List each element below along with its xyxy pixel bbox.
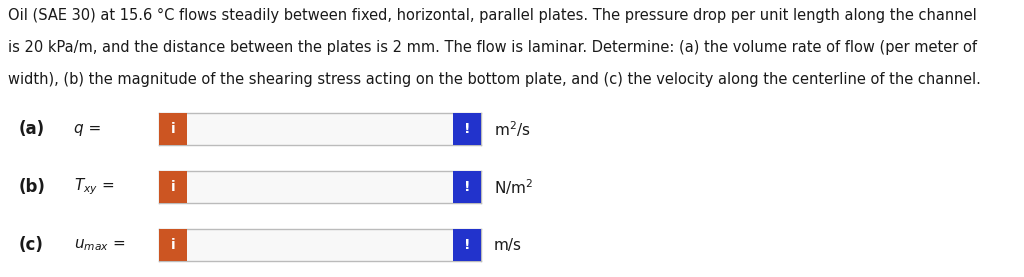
- Text: N/m$^2$: N/m$^2$: [494, 177, 532, 197]
- Text: is 20 kPa/m, and the distance between the plates is 2 mm. The flow is laminar. D: is 20 kPa/m, and the distance between th…: [8, 40, 977, 55]
- Text: i: i: [171, 122, 175, 136]
- Text: (c): (c): [18, 236, 43, 254]
- Text: i: i: [171, 238, 175, 252]
- Text: m$^2$/s: m$^2$/s: [494, 119, 530, 139]
- Text: !: !: [464, 180, 470, 194]
- Text: !: !: [464, 122, 470, 136]
- Text: !: !: [464, 238, 470, 252]
- Text: q =: q =: [74, 121, 101, 136]
- Text: m/s: m/s: [494, 238, 521, 253]
- Text: width), (b) the magnitude of the shearing stress acting on the bottom plate, and: width), (b) the magnitude of the shearin…: [8, 72, 981, 87]
- Text: (b): (b): [18, 178, 45, 196]
- Text: i: i: [171, 180, 175, 194]
- Text: $T_{xy}$ =: $T_{xy}$ =: [74, 177, 114, 197]
- Text: $u_{max}$ =: $u_{max}$ =: [74, 237, 125, 253]
- Text: (a): (a): [18, 120, 45, 138]
- Text: Oil (SAE 30) at 15.6 °C flows steadily between fixed, horizontal, parallel plate: Oil (SAE 30) at 15.6 °C flows steadily b…: [8, 8, 977, 23]
